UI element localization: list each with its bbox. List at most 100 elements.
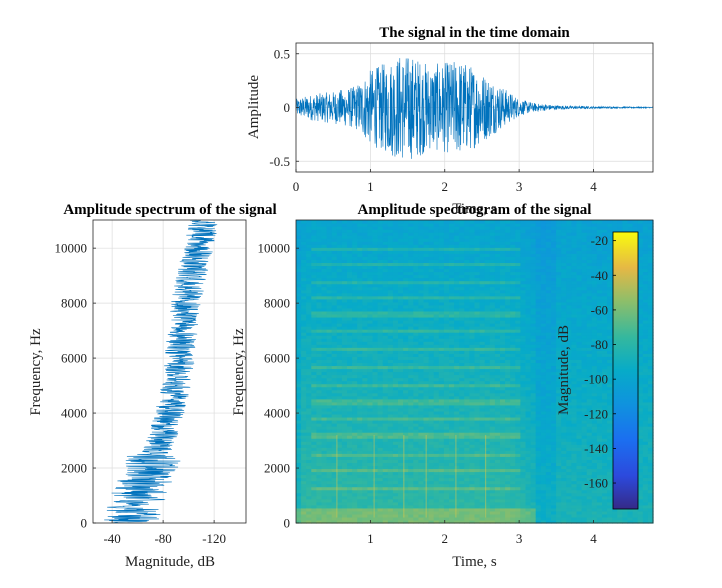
spectrogram-cell — [494, 495, 501, 500]
spectrogram-cell — [438, 235, 445, 239]
spectrogram-cell — [311, 329, 317, 333]
spectrogram-cell — [474, 383, 481, 388]
spectrogram-cell — [362, 253, 368, 257]
spectrogram-cell — [474, 386, 481, 391]
spectrogram-cell — [352, 223, 358, 227]
spectrogram-cell — [387, 423, 394, 427]
spectrogram-cell — [301, 423, 307, 427]
spectrogram-cell — [372, 226, 379, 230]
spectrogram-cell — [321, 477, 328, 482]
spectrogram-cell — [433, 383, 440, 388]
spectrogram-cell — [347, 474, 353, 479]
spectrogram-cell — [418, 450, 425, 454]
spectrogram-cell — [408, 259, 414, 264]
spectrogram-cell — [403, 247, 409, 251]
spectrogram-cell — [438, 229, 445, 233]
spectrogram-cell — [438, 456, 445, 460]
spectrogram-cell — [418, 516, 425, 521]
spectrogram-cell — [331, 456, 338, 460]
spectrogram-cell — [326, 256, 333, 260]
spectrogram-cell — [413, 429, 419, 433]
spectrogram-cell — [336, 235, 343, 239]
spectrogram-cell — [408, 262, 414, 267]
spectrogram-cell — [403, 410, 409, 415]
spectrogram-cell — [418, 265, 425, 270]
spectrogram-cell — [296, 435, 302, 439]
spectrogram-cell — [438, 271, 445, 276]
spectrogram-cell — [454, 456, 460, 460]
spectrogram-cell — [377, 223, 384, 227]
spectrogram-cell — [540, 495, 547, 500]
spectrogram-cell — [469, 444, 476, 448]
spectrogram-cell — [382, 329, 389, 333]
spectrogram-cell — [464, 265, 470, 270]
spectrogram-cell — [392, 220, 399, 224]
spectrogram-cell — [321, 356, 328, 360]
spectrogram-cell — [382, 407, 389, 412]
spectrogram-cell — [469, 304, 476, 309]
spectrogram-cell — [515, 244, 521, 248]
spectrogram-cell — [316, 483, 323, 488]
spectrogram-cell — [357, 386, 363, 391]
spectrogram-cell — [377, 347, 384, 351]
spectrogram-cell — [377, 498, 384, 503]
spectrogram-cell — [357, 241, 363, 245]
spectrogram-cell — [408, 392, 414, 397]
spectrogram-cell — [347, 435, 353, 439]
spectrogram-cell — [413, 468, 419, 473]
spectrogram-cell — [505, 356, 511, 360]
spectrogram-cell — [301, 344, 307, 348]
spectrogram-cell — [443, 286, 450, 291]
spectrogram-cell — [362, 404, 368, 409]
spectrogram-cell — [535, 447, 542, 451]
spectrogram-cell — [326, 304, 333, 309]
spectrogram-cell — [296, 465, 302, 470]
spectrogram-cell — [413, 507, 419, 512]
spectrogram-cell — [535, 344, 542, 348]
spectrogram-cell — [510, 513, 516, 518]
spectrogram-cell — [535, 371, 542, 376]
spectrogram-cell — [336, 380, 343, 385]
spectrogram-cell — [443, 495, 450, 500]
spectrogram-cell — [443, 416, 450, 421]
spectrogram-cell — [464, 220, 470, 224]
spectrogram-cell — [530, 504, 537, 509]
spectrogram-cell — [438, 435, 445, 439]
spectrogram-cell — [377, 368, 384, 373]
spectrogram-cell — [403, 292, 409, 297]
spectrogram-cell — [500, 326, 506, 330]
spectrogram-cell — [520, 241, 527, 245]
spectrogram-cell — [362, 507, 368, 512]
spectrogram-cell — [347, 386, 353, 391]
spectrogram-cell — [474, 238, 481, 242]
spectrogram-cell — [352, 329, 358, 333]
spectrogram-cell — [392, 374, 399, 379]
spectrogram-cell — [341, 359, 348, 364]
spectrogram-cell — [413, 292, 419, 297]
spectrogram-cell — [530, 477, 537, 482]
spectrogram-cell — [489, 435, 496, 439]
spectrogram-cell — [336, 489, 343, 494]
spectrogram-cell — [449, 444, 455, 448]
spectrogram-cell — [530, 389, 537, 394]
spectrogram-cell — [311, 404, 317, 409]
spectrogram-cell — [403, 471, 409, 476]
spectrogram-cell — [336, 316, 343, 321]
spectrogram-cell — [428, 383, 435, 388]
spectrogram-cell — [494, 377, 501, 382]
spectrogram-cell — [489, 444, 496, 448]
spectrogram-cell — [347, 504, 353, 509]
spectrogram-cell — [296, 280, 302, 285]
spectrogram-cell — [540, 316, 547, 321]
spectrogram-cell — [321, 235, 328, 239]
spectrogram-cell — [443, 474, 450, 479]
spectrogram-cell — [500, 238, 506, 242]
spectrogram-cell — [479, 235, 486, 239]
spectrogram-cell — [443, 319, 450, 324]
spectrogram-cell — [494, 250, 501, 254]
spectrogram-cell — [525, 474, 532, 479]
spectrogram-cell — [306, 389, 312, 394]
spectrogram-cell — [474, 456, 481, 460]
spectrogram-cell — [449, 368, 455, 373]
spectrogram-cell — [321, 238, 328, 242]
